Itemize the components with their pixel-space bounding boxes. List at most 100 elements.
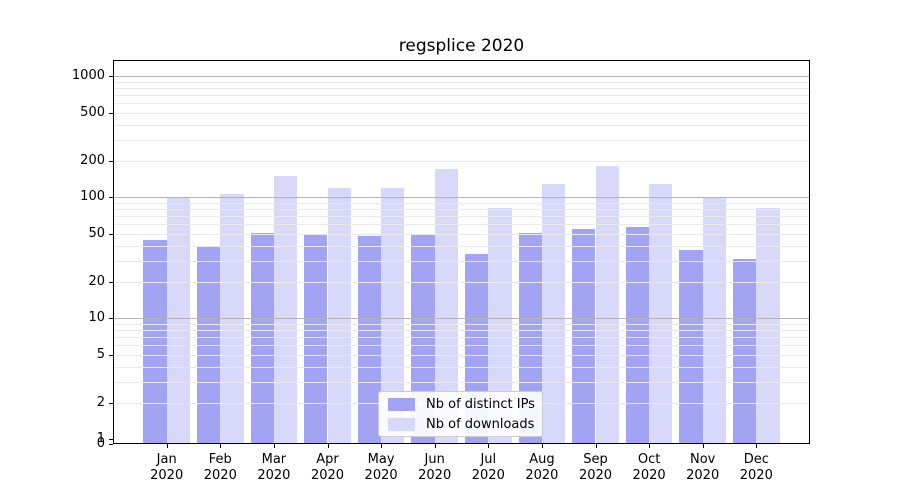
bar-downloads-mar [273,176,298,444]
x-tick-year: 2020 [739,468,773,483]
x-tick-month: Aug [529,452,555,467]
y-tick-mark [109,444,113,445]
legend-label-distinct-ips: Nb of distinct IPs [426,396,535,412]
y-tick-label: 1 [96,431,105,447]
x-tick-year: 2020 [525,468,559,483]
x-tick-label: Sep 2020 [569,452,623,484]
x-tick-mark [649,444,651,448]
x-tick-mark [220,444,222,448]
y-tick-label: 1000 [71,68,105,84]
gridline-minor [113,354,810,356]
x-tick-year: 2020 [257,468,291,483]
x-tick-label: Feb 2020 [193,452,247,484]
y-tick-mark [109,402,113,404]
x-tick-year: 2020 [150,468,184,483]
x-tick-label: Jan 2020 [140,452,194,484]
chart-title: regsplice 2020 [398,36,525,56]
x-tick-month: Mar [261,452,287,467]
bar-downloads-may [381,188,405,444]
gridline-minor [113,345,810,347]
x-tick-mark [327,444,329,448]
y-tick-label: 2 [96,394,105,410]
bar-distinct-ips-nov [679,249,703,444]
gridline-major [113,318,810,320]
y-tick-mark [109,354,113,356]
bar-distinct-ips-may [357,235,382,444]
bar-distinct-ips-dec [733,258,757,444]
bar-distinct-ips-apr [304,233,328,444]
x-tick-year: 2020 [364,468,398,483]
bar-distinct-ips-oct [625,226,650,444]
x-tick-label: May 2020 [354,452,408,484]
x-tick-year: 2020 [203,468,237,483]
bar-distinct-ips-jan [143,240,167,444]
legend-label-downloads: Nb of downloads [426,416,535,432]
legend: Nb of distinct IPs Nb of downloads [378,391,543,437]
x-tick-month: Jan [156,452,177,467]
y-tick-mark [109,318,113,320]
x-tick-mark [273,444,275,448]
y-tick-label: 0 [96,436,105,451]
gridline-minor [113,81,810,83]
y-tick-label: 50 [88,225,105,241]
legend-item-distinct-ips: Nb of distinct IPs [388,396,535,412]
legend-item-downloads: Nb of downloads [388,416,535,432]
x-tick-year: 2020 [418,468,452,483]
bar-downloads-oct [649,183,673,444]
y-tick-label: 500 [80,104,105,120]
gridline-minor [113,330,810,331]
x-tick-month: Feb [208,452,232,467]
x-tick-year: 2020 [686,468,720,483]
bar-downloads-aug [541,183,566,444]
y-tick-label: 20 [88,273,105,289]
y-tick-mark [109,197,113,199]
y-tick-label: 100 [80,189,105,205]
y-tick-mark [109,76,113,78]
x-tick-year: 2020 [471,468,505,483]
x-tick-label: Jun 2020 [408,452,462,484]
gridline-minor [113,202,810,204]
y-tick-mark [109,439,113,441]
gridline-minor [113,103,810,105]
x-tick-label: Nov 2020 [676,452,730,484]
gridline-minor [113,233,810,235]
x-tick-mark [488,444,490,448]
bar-distinct-ips-mar [250,232,274,444]
bar-downloads-sep [595,165,619,444]
x-tick-year: 2020 [310,468,345,483]
x-tick-month: Apr [316,452,339,467]
plot-border [113,60,810,444]
x-tick-month: Jul [480,452,497,467]
x-tick-label: Mar 2020 [247,452,301,484]
gridline-major [113,197,810,199]
x-tick-label: Apr 2020 [301,452,355,484]
x-tick-month: Sep [583,452,608,467]
x-tick-mark [595,444,597,448]
y-tick-mark [109,112,113,114]
gridline-minor [113,381,810,383]
gridline-minor [113,224,810,226]
y-tick-label: 10 [88,310,105,326]
x-tick-label: Aug 2020 [515,452,569,484]
gridline-minor [113,124,810,126]
x-tick-month: Nov [690,452,716,467]
x-tick-mark [381,444,383,448]
gridline-minor [113,366,810,368]
x-tick-label: Jul 2020 [461,452,515,484]
x-tick-mark [166,444,168,448]
gridline-minor [113,337,810,338]
x-tick-mark [541,444,543,448]
gridline-minor [113,281,810,283]
x-tick-year: 2020 [632,468,666,483]
gridline-minor [113,260,810,262]
gridline-minor [113,216,810,217]
gridline-minor [113,95,810,96]
gridline-minor [113,160,810,162]
gridline-major [113,76,810,78]
y-tick-label: 200 [80,152,105,168]
gridline-minor [113,112,810,114]
bar-downloads-dec [756,208,780,444]
x-tick-month: May [367,452,395,467]
gridline-minor [113,323,810,325]
